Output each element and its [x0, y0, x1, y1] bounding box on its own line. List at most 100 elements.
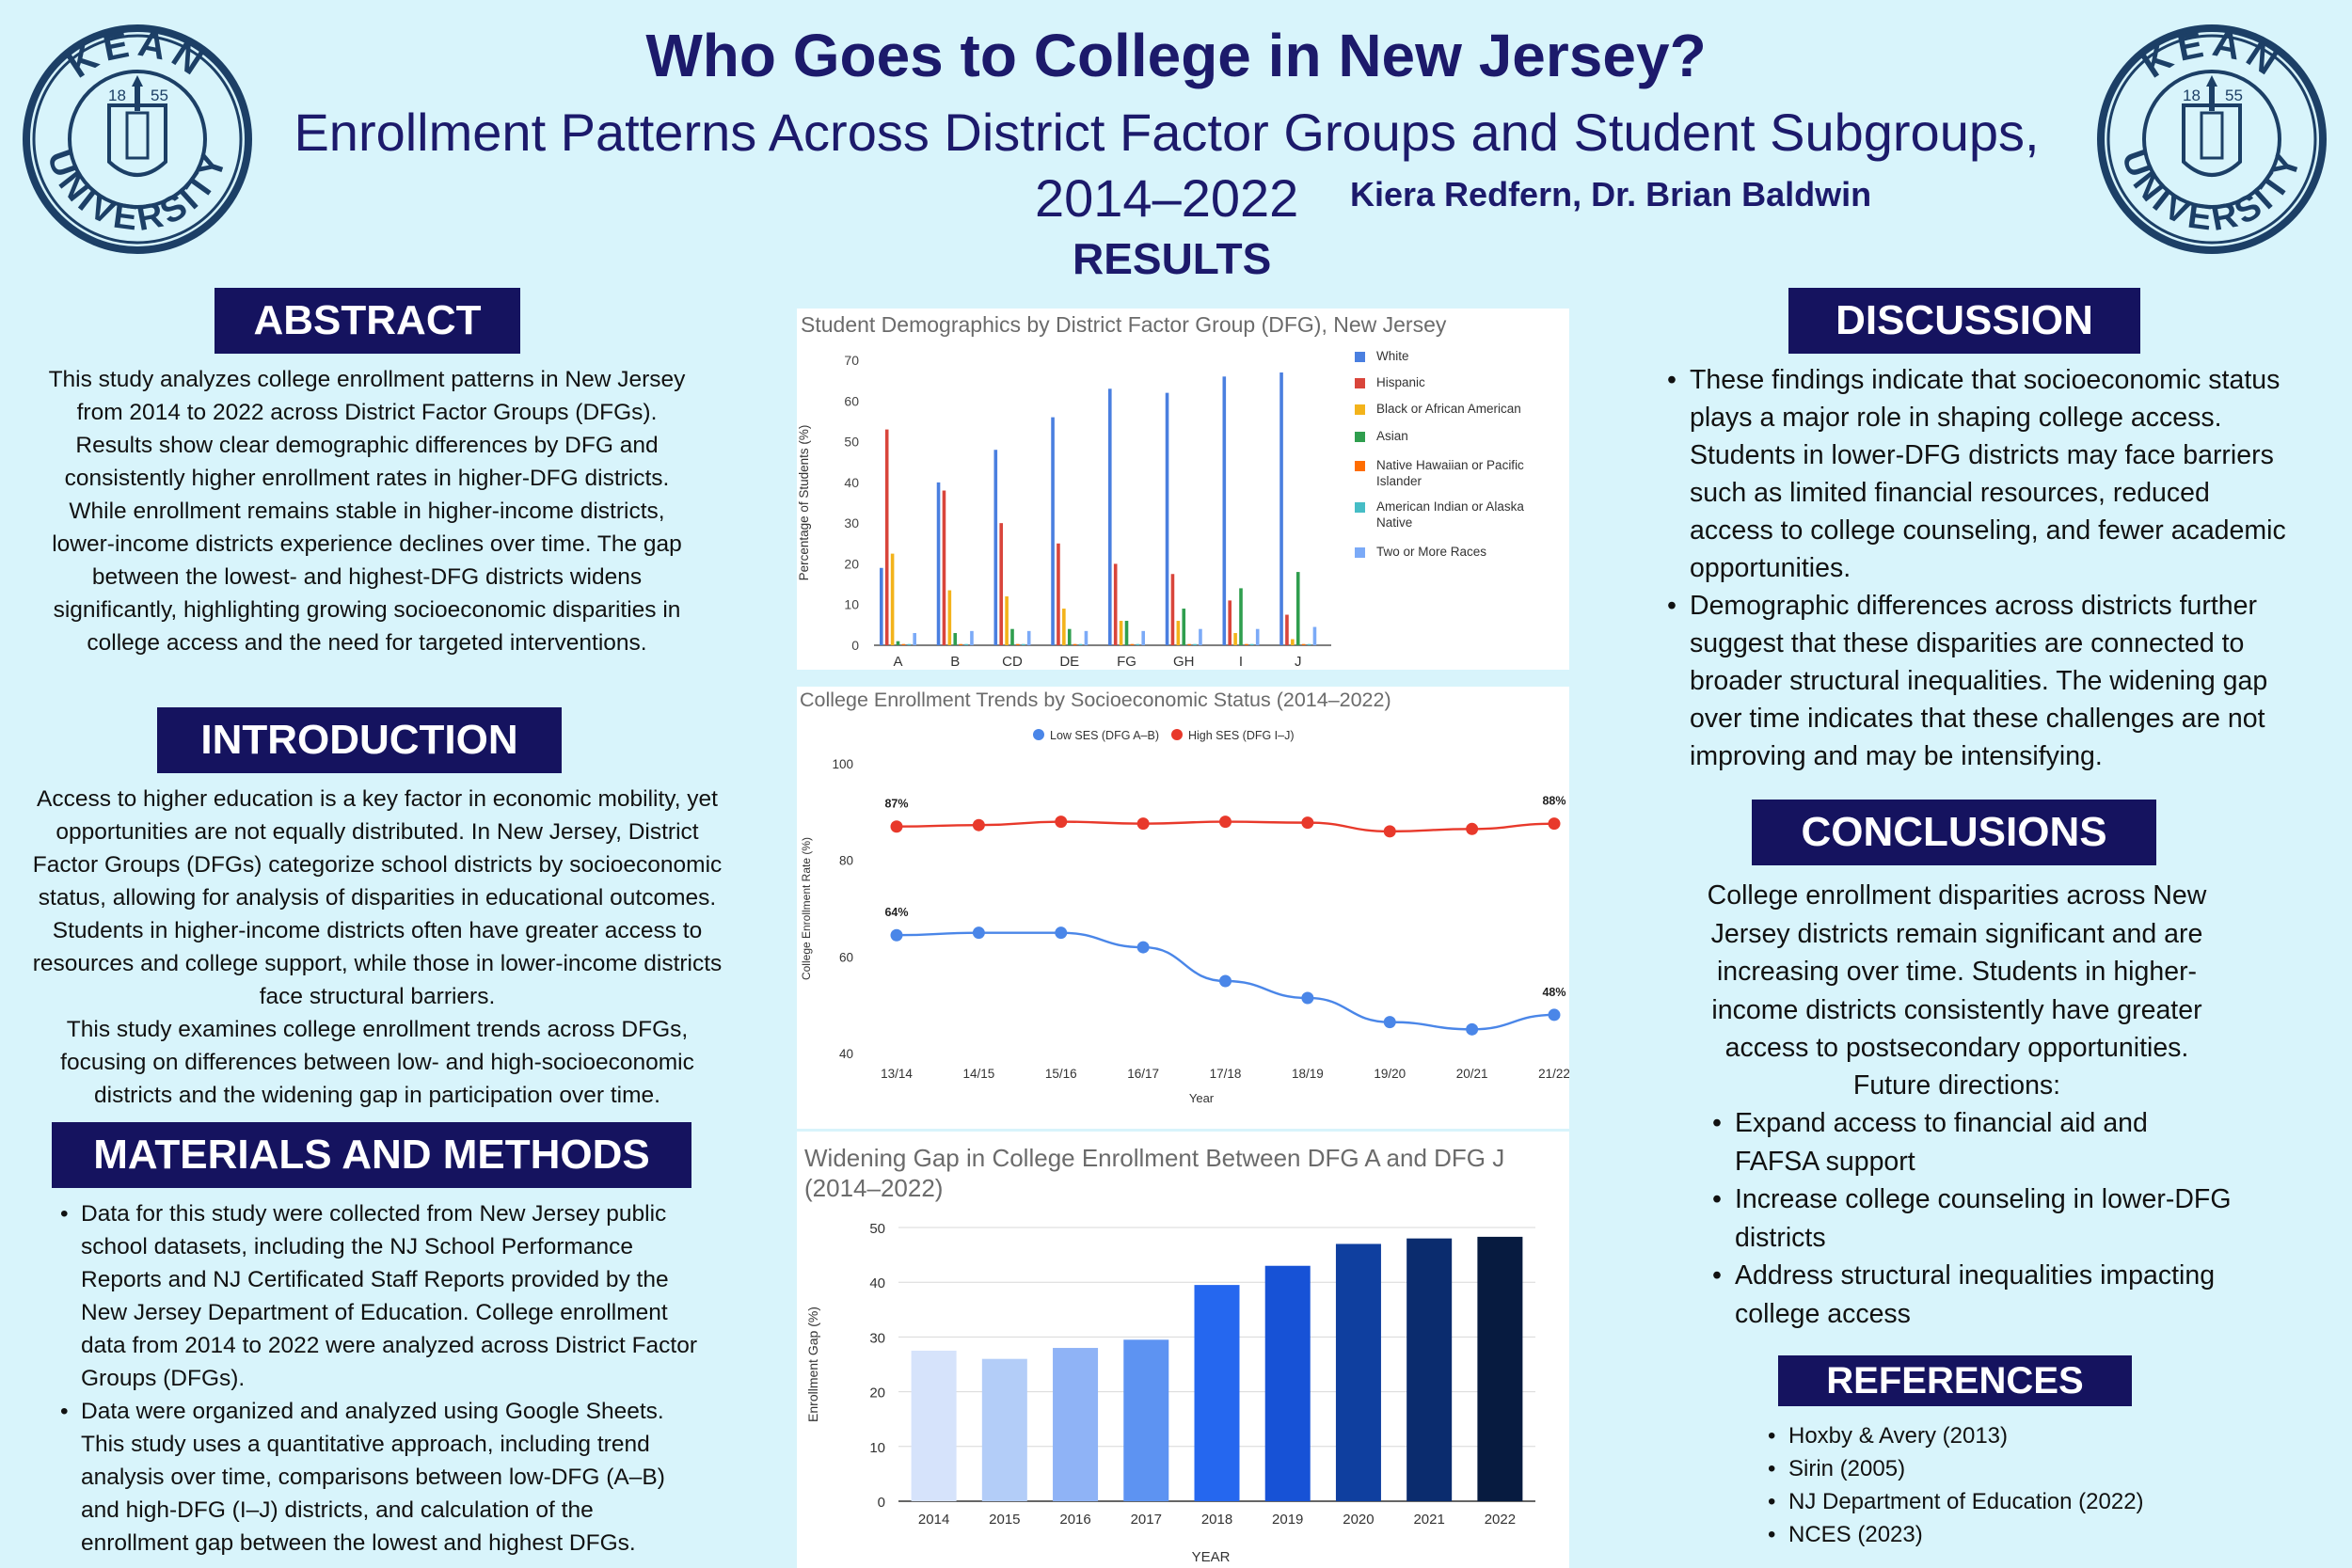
bar-white-DE: [1051, 417, 1055, 645]
bar-black-or-african-american-B: [947, 590, 952, 645]
legend-swatch: [1355, 432, 1365, 442]
bar-asian-CD: [1010, 628, 1014, 645]
x-tick-label: B: [950, 654, 960, 670]
y-tick-label: 0: [878, 1495, 885, 1511]
bar-asian-J: [1295, 572, 1300, 645]
y-axis-label: Enrollment Gap (%): [805, 1307, 820, 1422]
enrollment-gap-chart-svg: 0 10 20 30 40 50 2014 2015 2016 2017 2018 2019 2020 2…: [805, 1221, 1535, 1565]
bar-2022: [1477, 1236, 1523, 1501]
y-tick-label: 30: [844, 515, 859, 531]
bar-two-or-more-races-B: [970, 630, 974, 645]
references-list: Hoxby & Avery (2013) Sirin (2005) NJ Dep…: [1764, 1419, 2291, 1551]
y-tick-label: 30: [869, 1330, 885, 1346]
enrollment-trends-chart: College Enrollment Trends by Socioeconom…: [797, 687, 1569, 1129]
bar-two-or-more-races-J: [1312, 626, 1317, 645]
bar-2021: [1406, 1238, 1453, 1501]
bar-white-B: [936, 482, 941, 645]
data-point: [890, 928, 903, 942]
bar-hispanic-GH: [1170, 574, 1175, 645]
x-tick-label: DE: [1059, 654, 1079, 670]
data-point: [1219, 974, 1232, 988]
bar-native-hawaiian-or-pacific-islander-DE: [1073, 643, 1077, 645]
bar-black-or-african-american-FG: [1119, 621, 1123, 645]
legend-label: Native Hawaiian or Pacific Islander: [1376, 458, 1524, 488]
x-tick-label: 21/22: [1538, 1067, 1569, 1081]
bar-hispanic-CD: [999, 523, 1003, 645]
conclusions-heading: CONCLUSIONS: [1752, 800, 2156, 865]
bar-hispanic-J: [1285, 614, 1289, 645]
data-point: [1219, 816, 1232, 829]
x-tick-label: FG: [1117, 654, 1136, 670]
kean-university-seal-right: KEAN UNIVERSITY 18 55: [2097, 23, 2327, 254]
x-axis-label: YEAR: [1192, 1549, 1231, 1565]
y-tick-label: 50: [869, 1221, 885, 1237]
data-point: [1301, 816, 1314, 830]
x-tick-label: GH: [1173, 654, 1195, 670]
conclusions-future-label: Future directions:: [1852, 1070, 2061, 1101]
bar-asian-A: [896, 641, 900, 645]
logo-year-left: 18: [108, 87, 126, 104]
legend-label: Low SES (DFG A–B): [1050, 729, 1159, 742]
bar-white-CD: [993, 450, 998, 645]
bar-two-or-more-races-FG: [1141, 630, 1145, 645]
bar-native-hawaiian-or-pacific-islander-FG: [1130, 643, 1135, 645]
poster-subtitle-line1: Enrollment Patterns Across District Fact…: [294, 103, 2040, 162]
legend-swatch: [1355, 502, 1365, 513]
logo-year-right: 55: [2225, 87, 2243, 104]
data-point: [1136, 817, 1150, 831]
bar-white-GH: [1165, 392, 1169, 645]
reference-item: Hoxby & Avery (2013): [1764, 1419, 2291, 1452]
bar-hispanic-FG: [1113, 563, 1118, 645]
enrollment-trends-chart-svg: 40 60 80 100 13/14 14/15 15/16 16/17 17/18 18/19 1…: [800, 729, 1569, 1105]
bar-2017: [1123, 1339, 1169, 1501]
chart-title: Student Demographics by District Factor …: [801, 312, 1447, 337]
x-tick-label: J: [1295, 654, 1302, 670]
y-tick-label: 20: [844, 556, 859, 571]
poster-title: Who Goes to College in New Jersey?: [645, 22, 1707, 89]
bar-hispanic-A: [884, 429, 889, 645]
poster-subtitle-line2: 2014–2022: [1035, 168, 1299, 228]
y-axis-label: Percentage of Students (%): [797, 425, 811, 581]
bar-white-I: [1222, 376, 1227, 645]
methods-bullet: Data were organized and analyzed using G…: [56, 1395, 706, 1560]
legend-label: High SES (DFG I–J): [1188, 729, 1295, 742]
reference-item: Sirin (2005): [1764, 1452, 2291, 1485]
bar-white-A: [880, 567, 883, 645]
y-tick-label: 100: [832, 757, 853, 771]
bar-asian-I: [1239, 588, 1243, 645]
y-tick-label: 0: [851, 638, 859, 653]
y-tick-label: 40: [839, 1047, 853, 1061]
x-tick-label: 2014: [918, 1512, 949, 1528]
discussion-bullet: Demographic differences across districts…: [1665, 587, 2286, 775]
legend-swatch: [1355, 404, 1365, 415]
bar-american-indian-or-alaska-native-B: [964, 643, 968, 645]
data-point: [1055, 816, 1068, 829]
bar-asian-GH: [1182, 609, 1186, 645]
bar-two-or-more-races-I: [1255, 628, 1260, 645]
methods-bullet-list: Data for this study were collected from …: [56, 1197, 706, 1560]
bar-native-hawaiian-or-pacific-islander-CD: [1016, 643, 1020, 645]
bar-native-hawaiian-or-pacific-islander-J: [1301, 643, 1306, 645]
legend-label: Black or African American: [1376, 402, 1521, 416]
y-tick-label: 10: [844, 597, 859, 612]
x-tick-label: 2016: [1059, 1512, 1090, 1528]
data-label: 48%: [1542, 986, 1565, 999]
reference-item: NJ Department of Education (2022): [1764, 1485, 2291, 1518]
methods-heading: MATERIALS AND METHODS: [52, 1122, 691, 1188]
y-axis-label: College Enrollment Rate (%): [800, 837, 813, 980]
x-tick-label: CD: [1002, 654, 1023, 670]
legend-label: White: [1376, 349, 1409, 363]
discussion-heading: DISCUSSION: [1788, 288, 2140, 354]
legend-swatch: [1355, 461, 1365, 471]
bar-black-or-african-american-CD: [1005, 596, 1009, 645]
x-tick-label: 16/17: [1127, 1067, 1159, 1081]
poster-authors: Kiera Redfern, Dr. Brian Baldwin: [1350, 175, 1872, 214]
x-tick-label: 2020: [1343, 1512, 1374, 1528]
data-point: [1466, 1022, 1479, 1036]
x-tick-label: A: [893, 654, 902, 670]
discussion-bullet-list: These findings indicate that socioeconom…: [1665, 361, 2286, 775]
introduction-heading: INTRODUCTION: [157, 707, 562, 773]
logo-year-left: 18: [2183, 87, 2201, 104]
bar-native-hawaiian-or-pacific-islander-I: [1245, 643, 1248, 645]
bar-2015: [981, 1358, 1027, 1501]
